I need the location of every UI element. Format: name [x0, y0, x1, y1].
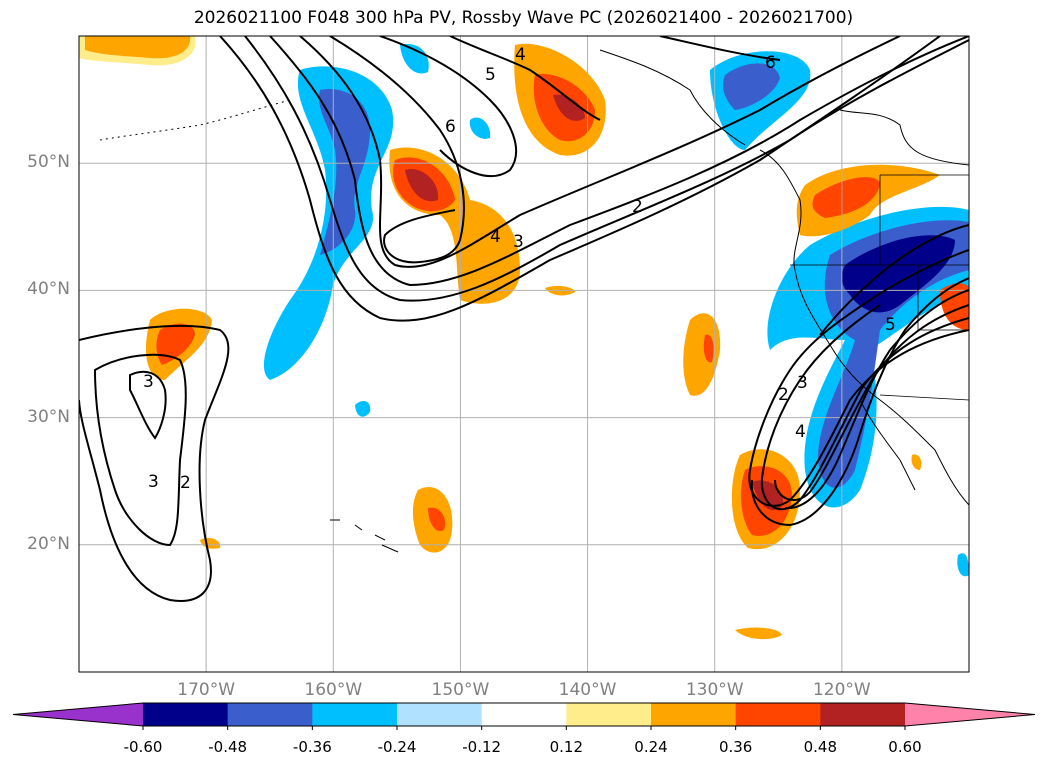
positive-anomaly-mid-pacific-core	[703, 334, 714, 363]
longitude-tick-label: 160°W	[304, 680, 363, 700]
negative-anomaly-bering	[400, 44, 429, 74]
longitude-tick-label: 120°W	[812, 680, 871, 700]
contour-label: 4	[795, 422, 806, 442]
colorbar	[12, 702, 1036, 730]
colorbar-segment	[735, 703, 821, 726]
latitude-tick-label: 30°N	[27, 406, 70, 427]
longitude-tick-label: 170°W	[177, 680, 236, 700]
colorbar-tick-label: 0.48	[803, 738, 838, 756]
contour-label: 3	[797, 373, 808, 393]
colorbar-tick-label: 0.12	[549, 738, 584, 756]
map-title: 2026021100 F048 300 hPa PV, Rossby Wave …	[193, 8, 854, 28]
contour-label: 2	[778, 385, 789, 405]
colorbar-segment	[312, 703, 398, 726]
latitude-tick-label: 40°N	[27, 279, 70, 300]
colorbar-tick-label: 0.36	[718, 738, 753, 756]
colorbar-extend-high	[905, 703, 1035, 726]
map-frame	[78, 35, 970, 673]
colorbar-extend-low	[13, 703, 143, 726]
positive-anomaly-north-center-peak	[553, 94, 585, 121]
contour-label: 4	[515, 45, 526, 65]
positive-anomaly-pacific-northwest-core	[812, 177, 880, 218]
positive-anomaly-great-basin	[940, 283, 969, 330]
pv-contours	[79, 36, 969, 602]
contour-label: 4	[490, 227, 501, 247]
colorbar-segment	[227, 703, 313, 726]
contour-label: 2	[632, 197, 643, 217]
colorbar-tick-label: -0.48	[208, 738, 248, 756]
positive-anomaly-small-3	[200, 537, 221, 549]
positive-anomaly-small-4	[911, 454, 922, 470]
contour-label: 3	[513, 232, 524, 252]
negative-anomaly-small-hawaii	[355, 400, 371, 417]
negative-anomaly-gulf-alaska-core	[723, 63, 780, 110]
positive-anomaly-small-2	[735, 627, 782, 640]
contour-label: 3	[143, 372, 154, 392]
colorbar-tick-label: -0.60	[123, 738, 163, 756]
pc-shading-layer	[79, 36, 969, 640]
positive-anomaly-hawaii-core	[428, 507, 446, 532]
contour-label: 6	[765, 53, 776, 73]
negative-anomaly-west-coast-core	[841, 235, 955, 313]
colorbar-tick-label: 0.60	[888, 738, 922, 756]
colorbar-segment	[397, 703, 483, 726]
negative-anomaly-north-pacific-core	[318, 89, 370, 256]
contour-label: 2	[180, 473, 191, 493]
colorbar-segment	[566, 703, 652, 726]
colorbar-segment	[820, 703, 906, 726]
colorbar-tick-label: -0.12	[462, 738, 502, 756]
colorbar-tick-label: -0.36	[292, 738, 332, 756]
pv-contour-labels: 2 3 4 5 4 6 6 2 3 3 2 3 4 5	[143, 45, 896, 493]
positive-anomaly-mid-pacific	[683, 313, 721, 396]
negative-anomaly-small-blue	[469, 117, 491, 139]
positive-anomaly-northwest-core	[85, 36, 191, 59]
longitude-tick-label: 140°W	[558, 680, 617, 700]
contour-label: 5	[885, 315, 896, 335]
longitude-tick-label: 130°W	[685, 680, 744, 700]
contour-label: 3	[148, 472, 159, 492]
latitude-tick-label: 20°N	[27, 533, 70, 554]
colorbar-segment	[651, 703, 737, 726]
colorbar-segment	[481, 703, 567, 726]
latitude-tick-label: 50°N	[27, 152, 70, 173]
colorbar-tick-label: 0.24	[634, 738, 668, 756]
positive-anomaly-jet-entrance-peak	[405, 169, 439, 202]
colorbar-segment	[143, 703, 229, 726]
longitude-tick-label: 150°W	[431, 680, 490, 700]
map-gridlines	[79, 36, 969, 672]
negative-anomaly-southeast	[957, 553, 969, 577]
contour-label: 5	[485, 65, 496, 85]
contour-label: 6	[445, 117, 456, 137]
colorbar-tick-label: -0.24	[377, 738, 417, 756]
